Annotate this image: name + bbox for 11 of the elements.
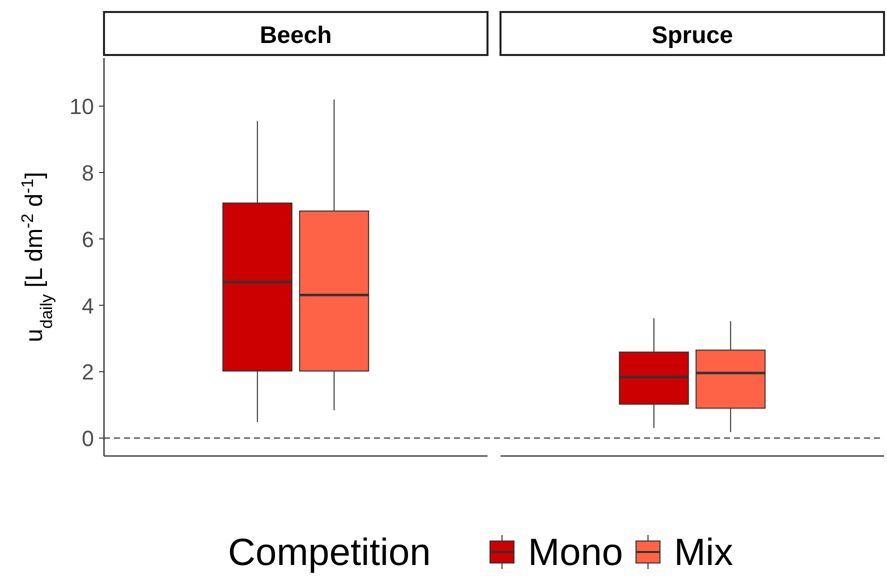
legend-label: Mix [674,532,734,574]
y-tick-label: 2 [82,360,94,385]
legend-label: Mono [528,532,624,574]
y-tick-label: 0 [82,426,94,452]
x-tick-label: Spruce [652,22,733,49]
y-tick-label: 8 [82,160,94,186]
y-tick-label: 4 [82,293,94,318]
x-tick-label: Beech [260,22,332,49]
legend-title: Competition [228,532,431,574]
y-tick-label: 10 [70,94,94,120]
y-tick-label: 6 [82,226,94,252]
